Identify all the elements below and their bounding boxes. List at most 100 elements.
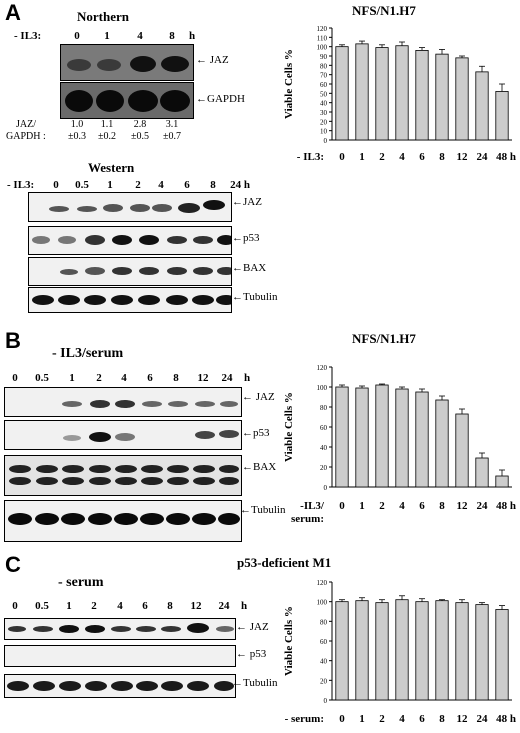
- ratio-label-line1: JAZ/: [16, 119, 36, 130]
- x-axis-label: - serum:: [285, 713, 324, 725]
- western-a-band-label: ←JAZ: [232, 196, 262, 208]
- bar: [395, 388, 409, 488]
- ratio-value: 1.1: [100, 119, 114, 130]
- northern-lane-label: h: [188, 30, 196, 42]
- x-axis-label: serum:: [291, 513, 324, 525]
- y-tick-label: 0: [324, 137, 328, 145]
- western-a-band-label: ←p53: [232, 232, 260, 244]
- bar: [435, 399, 449, 488]
- panel-b-lane-label: 1: [69, 372, 75, 384]
- x-category-label: 1: [359, 151, 365, 163]
- panel-c-lane-label: 0: [12, 600, 18, 612]
- bar: [415, 391, 429, 488]
- panel-c-p53-blot: [4, 645, 236, 667]
- ratio-error: ±0.5: [131, 131, 149, 142]
- y-axis-label: Viable Cells %: [283, 49, 295, 119]
- panel-b-lane-label: 12: [197, 372, 209, 384]
- western-lane-label: 6: [184, 179, 190, 191]
- bar: [455, 413, 469, 488]
- bar: [475, 604, 489, 701]
- y-axis-label: Viable Cells %: [283, 606, 295, 676]
- panel-b-lane-label: 6: [147, 372, 153, 384]
- bar: [375, 47, 389, 141]
- x-category-label: 8: [439, 713, 445, 725]
- y-tick-label: 100: [317, 384, 328, 392]
- bar: [415, 601, 429, 701]
- x-category-label: 4: [399, 713, 405, 725]
- y-tick-label: 10: [320, 128, 328, 136]
- bar: [455, 602, 469, 701]
- panel-b-treatment-title: - IL3/serum: [52, 346, 124, 361]
- x-category-label: 48 h: [496, 151, 516, 163]
- x-axis-label: - IL3:: [297, 151, 324, 163]
- western-a-p53-blot: [28, 226, 232, 255]
- panel-c-lane-label: h: [240, 600, 248, 612]
- x-category-label: 0: [339, 151, 345, 163]
- x-category-label: 0: [339, 713, 345, 725]
- ratio-error: ±0.2: [98, 131, 116, 142]
- panel-b-lane-label: 2: [96, 372, 102, 384]
- northern-lane-label: 1: [104, 30, 110, 42]
- panel-b-bax-blot: [4, 455, 242, 496]
- northern-band-label: ← JAZ: [196, 54, 229, 66]
- panel-c-lane-label: 6: [142, 600, 148, 612]
- panel-b-p53-blot: [4, 420, 242, 450]
- x-category-label: 1: [359, 500, 365, 512]
- panel-c-band-label: ← p53: [236, 648, 267, 660]
- x-category-label: 0: [339, 500, 345, 512]
- y-tick-label: 120: [317, 579, 328, 587]
- panel-c-lane-label: 0.5: [35, 600, 49, 612]
- bar: [335, 386, 349, 488]
- panel-b-lane-label: h: [243, 372, 251, 384]
- western-treatment-label: - IL3:: [7, 179, 35, 191]
- x-category-label: 48 h: [496, 713, 516, 725]
- y-tick-label: 40: [320, 444, 328, 452]
- x-category-label: 6: [419, 151, 425, 163]
- western-a-tubulin-blot: [28, 287, 232, 313]
- western-lane-label: 8: [210, 179, 216, 191]
- ratio-label-line2: GAPDH :: [6, 131, 46, 142]
- panel-c-lane-label: 2: [91, 600, 97, 612]
- ratio-value: 2.8: [133, 119, 147, 130]
- y-tick-label: 80: [320, 404, 328, 412]
- bar: [335, 601, 349, 701]
- bar: [355, 600, 369, 701]
- northern-band-label: ←GAPDH: [196, 93, 245, 105]
- panel-b-band-label: ←BAX: [242, 461, 277, 473]
- ratio-error: ±0.7: [163, 131, 181, 142]
- ratio-value: 1.0: [70, 119, 84, 130]
- panel-letter-c: C: [5, 552, 21, 577]
- y-tick-label: 120: [317, 364, 328, 372]
- x-category-label: 6: [419, 713, 425, 725]
- bar: [395, 45, 409, 141]
- panel-c-lane-label: 12: [190, 600, 202, 612]
- y-axis-label: Viable Cells %: [283, 392, 295, 462]
- y-tick-label: 60: [320, 81, 328, 89]
- panel-b-cell-line: NFS/N1.H7: [352, 331, 416, 346]
- x-category-label: 4: [399, 151, 405, 163]
- bar: [475, 457, 489, 488]
- y-tick-label: 80: [320, 618, 328, 626]
- panel-c-jaz-blot: [4, 618, 236, 640]
- bar: [355, 43, 369, 141]
- x-category-label: 2: [379, 500, 385, 512]
- northern-title: Northern: [77, 9, 129, 24]
- x-category-label: 4: [399, 500, 405, 512]
- y-tick-label: 100: [317, 44, 328, 52]
- panel-c-band-label: ← JAZ: [236, 621, 269, 633]
- bar: [375, 384, 389, 488]
- western-lane-label: 4: [158, 179, 164, 191]
- northern-jaz-blot: [60, 44, 194, 81]
- panel-b-band-label: ← JAZ: [242, 391, 275, 403]
- panel-b-lane-label: 4: [121, 372, 127, 384]
- panel-b-tubulin-blot: [4, 500, 242, 542]
- western-a-band-label: ←BAX: [232, 262, 267, 274]
- x-category-label: 8: [439, 500, 445, 512]
- y-tick-label: 110: [317, 34, 328, 42]
- panel-a-cell-line: NFS/N1.H7: [352, 3, 416, 18]
- y-tick-label: 100: [317, 599, 328, 607]
- panel-b-lane-label: 0: [12, 372, 18, 384]
- x-category-label: 2: [379, 151, 385, 163]
- bar: [495, 91, 509, 141]
- bar: [375, 602, 389, 701]
